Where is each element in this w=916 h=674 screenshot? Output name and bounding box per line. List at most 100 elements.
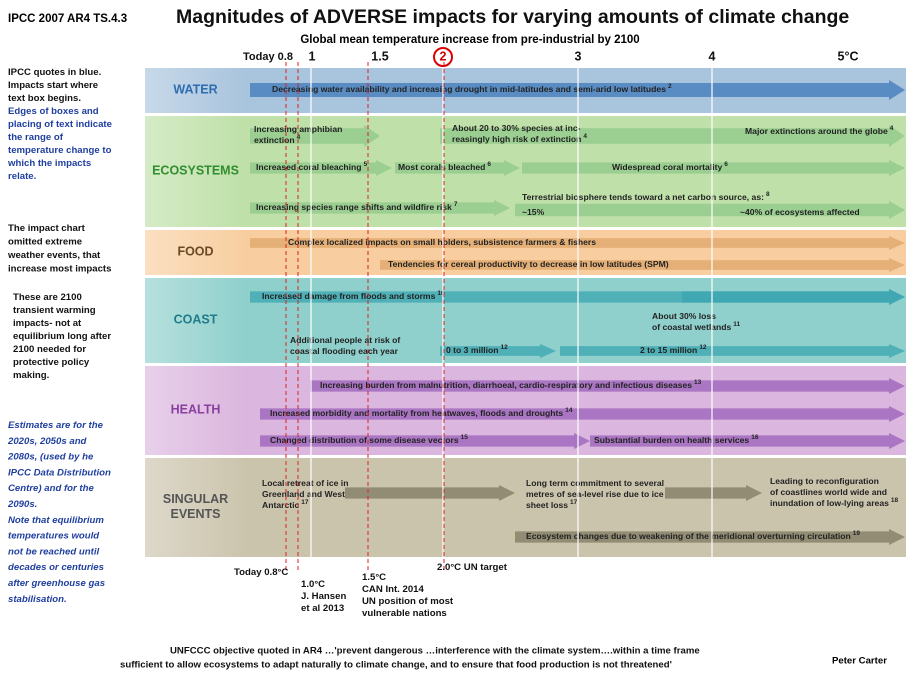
sector-label-cell [145, 366, 246, 455]
annotation-line: et al 2013 [301, 603, 344, 614]
impact-text-line: Local retreat of ice in [262, 478, 348, 488]
impact-text-line: of coastal wetlands [652, 322, 731, 332]
annotation-line: 1.5°C [362, 572, 386, 583]
title: Magnitudes of ADVERSE impacts for varyin… [176, 6, 849, 28]
impact-text-line: ~15% [522, 207, 545, 217]
impact-text: Changed distribution of some disease vec… [270, 434, 468, 445]
impact-arrow [380, 258, 905, 272]
annotation-line: Today 0.8°C [234, 567, 288, 578]
impact-text: Increased coral bleaching 5 [256, 161, 368, 172]
footnote-ref: 15 [461, 434, 469, 441]
footer-quote: UNFCCC objective quoted in AR4 …'prevent… [170, 646, 700, 657]
note-line: impacts- not at [13, 318, 82, 329]
footnote-ref: 4 [583, 133, 587, 140]
impact-text-line: Tendencies for cereal productivity to de… [388, 259, 669, 269]
note-line: 2100 needed for [13, 344, 86, 355]
note-line: IPCC quotes in blue. [8, 67, 101, 78]
impact-text-line: Leading to reconfiguration [770, 476, 879, 486]
note-line: protective policy [13, 357, 90, 368]
footnote-ref: 6 [487, 161, 491, 168]
note-line: Centre) and for the [8, 483, 94, 494]
impact-arrow [345, 485, 515, 501]
impact-text-line: Decreasing water availability and increa… [272, 84, 666, 94]
impact-arrow [395, 160, 520, 176]
sector-label-line: EVENTS [170, 507, 220, 521]
impact-arrow [560, 344, 905, 358]
impact-text-line: Increasing amphibian [254, 124, 342, 134]
note-line: not be reached until [8, 546, 99, 557]
axis-label: 2 [440, 49, 447, 63]
note-line: after greenhouse gas [8, 578, 105, 589]
axis-label-highlight [433, 47, 453, 67]
sector-label-line: WATER [173, 83, 217, 97]
note-line: IPCC Data Distribution [8, 467, 111, 478]
impact-text-line: Increased coral bleaching [256, 162, 362, 172]
note-line: temperatures would [8, 530, 100, 541]
impact-text: Local retreat of ice in Greenland and Wes… [262, 478, 348, 510]
axis-label: 3 [575, 49, 582, 63]
sector-label: WATER [173, 83, 217, 97]
impact-text-line: of coastlines world wide and [770, 487, 887, 497]
footnote-ref: 4 [297, 134, 301, 141]
impact-text-line: Additional people at risk of [290, 335, 400, 345]
impact-text-line: metres of sea-level rise due to ice [526, 489, 664, 499]
impact-text-line: Greenland and West [262, 489, 345, 499]
footnote-ref: 6 [724, 161, 728, 168]
impact-text-line: Changed distribution of some disease vec… [270, 435, 459, 445]
impact-text-line: Long term commitment to several [526, 478, 664, 488]
overlay: IPCC quotes in blue. Impacts start where t… [7, 47, 859, 619]
sector-label-cell [145, 230, 246, 275]
sector-label-cell [145, 278, 246, 363]
note-line: omitted extreme [8, 236, 82, 247]
sector-label: HEALTH [171, 403, 221, 417]
impact-text-line: Widespread coral mortality [612, 162, 722, 172]
impact-arrow [440, 344, 556, 358]
footnote-ref: 14 [565, 407, 573, 414]
impact-text: About 20 to 30% species at inc-reasingly… [452, 123, 587, 144]
note-line: Estimates are for the [8, 420, 104, 431]
impact-text: About 30% loss of coastal wetlands 11 [652, 311, 741, 332]
axis-label: 5°C [838, 49, 859, 63]
footnote-ref: 8 [766, 191, 770, 198]
impact-text-line: Antarctic [262, 500, 299, 510]
annotation-line: 1.0°C [301, 579, 325, 590]
source: IPCC 2007 AR4 TS.4.3 [8, 13, 127, 25]
annotation: Today 0.8°C [234, 567, 288, 578]
axis-label: 4 [709, 49, 716, 63]
sector-label-line: HEALTH [171, 403, 221, 417]
impact-text-line: Terrestrial biosphere tends toward a net… [522, 192, 764, 202]
annotation: 1.0°C J. Hansen et al 2013 [301, 579, 346, 614]
sector-label-cell [145, 458, 246, 557]
note-line: stabilisation. [8, 593, 67, 604]
note-line: which the impacts [7, 158, 91, 169]
sector-label: COAST [174, 313, 218, 327]
note-line: equilibrium long after [13, 331, 111, 342]
impact-text: Increased damage from floods and storms 1… [262, 290, 445, 301]
note-line: placing of text indicate [8, 119, 112, 130]
impact-arrow [310, 378, 905, 394]
impact-arrow [260, 406, 905, 422]
impact-arrow [260, 433, 590, 449]
note-line: 2090s. [7, 499, 37, 510]
author: Peter Carter [832, 656, 887, 667]
impact-text: Long term commitment to several metres of… [526, 478, 664, 510]
footnote-ref: 11 [733, 321, 740, 328]
note-line: relate. [8, 171, 36, 182]
impact-text: Most corals bleached 6 [398, 161, 491, 172]
impact-text: Increasing species range shifts and wild… [256, 201, 458, 212]
annotation-line: 2.0°C UN target [437, 562, 508, 573]
note: Estimates are for the 2020s, 2050s and 208… [7, 420, 111, 605]
sector-label-line: COAST [174, 313, 218, 327]
impact-arrow [590, 433, 905, 449]
impact-arrow [440, 125, 905, 147]
note: These are 2100 transient warming impacts- … [13, 292, 111, 381]
impact-text-line: 2 to 15 million [640, 345, 697, 355]
impact-text: Increasing burden from malnutrition, dia… [320, 379, 702, 390]
note-line: Edges of boxes and [8, 106, 99, 117]
note-line: the range of [8, 132, 64, 143]
footnote-ref: 17 [570, 499, 578, 506]
axis-label: 1 [309, 49, 316, 63]
note-line: decades or centuries [8, 562, 104, 573]
impact-text: Additional people at risk of coastal floo… [290, 335, 400, 356]
